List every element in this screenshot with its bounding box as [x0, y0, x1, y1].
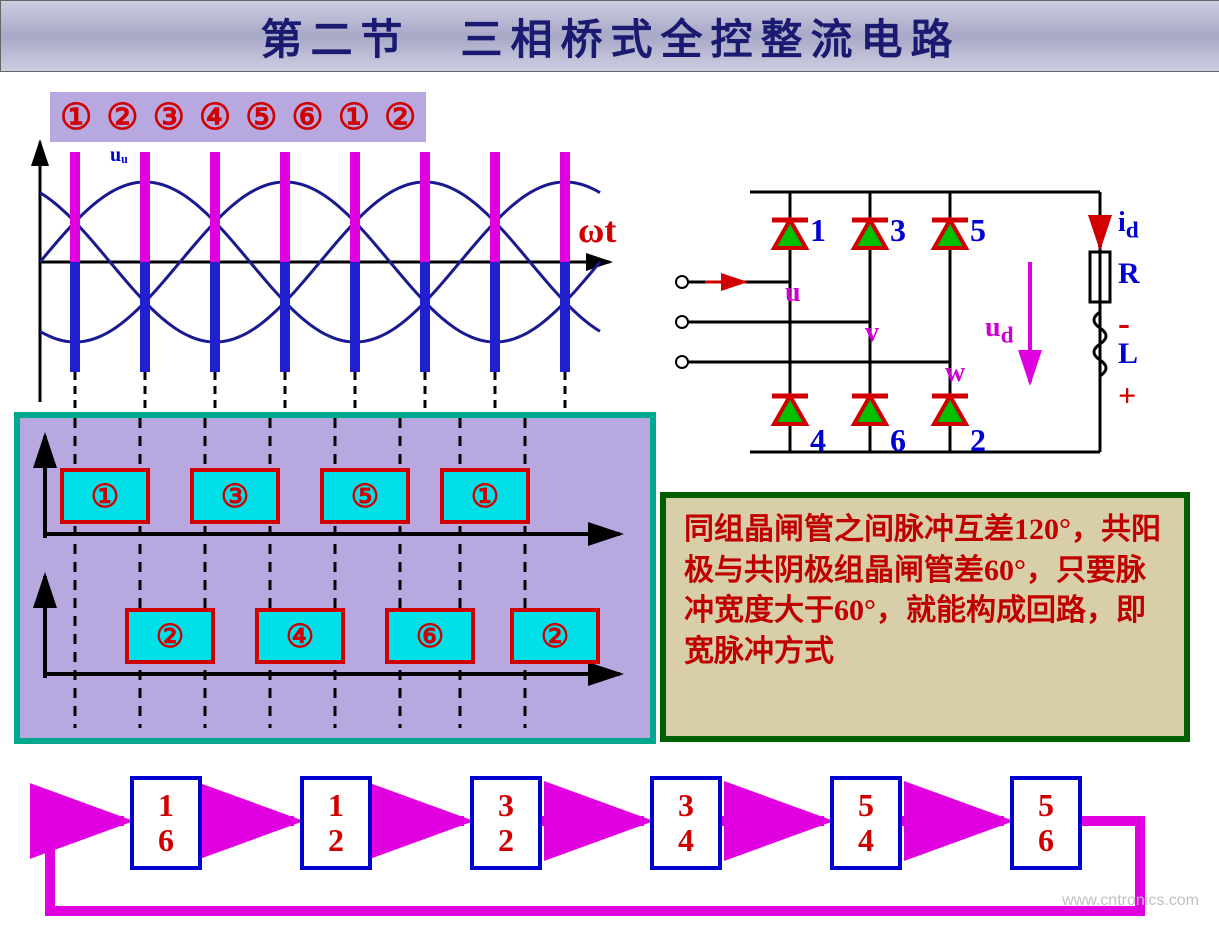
- circled-num-1: ②: [106, 96, 138, 138]
- waveform-panel: ①②③④⑤⑥①② ωt uᵤ: [20, 92, 640, 422]
- pulse-box-bot-1: ④: [255, 608, 345, 664]
- content-area: ①②③④⑤⑥①② ωt uᵤ: [0, 72, 1219, 916]
- circuit-svg: [670, 152, 1190, 492]
- sequence-box-3: 34: [650, 776, 722, 870]
- circled-num-3: ④: [199, 96, 231, 138]
- phase-terminal: [676, 316, 688, 328]
- thyristor-icon: [932, 396, 968, 424]
- title-bar: 第二节 三相桥式全控整流电路: [0, 0, 1219, 72]
- output-current-label: id: [1118, 207, 1139, 245]
- sequence-box-1: 12: [300, 776, 372, 870]
- explanation-panel: 同组晶闸管之间脉冲互差120°，共阳极与共阴极组晶闸管差60°，只要脉冲宽度大于…: [660, 492, 1190, 742]
- circled-num-4: ⑤: [245, 96, 277, 138]
- phase-label-uu: uᵤ: [110, 144, 128, 167]
- circled-num-7: ②: [384, 96, 416, 138]
- slide-page: 第二节 三相桥式全控整流电路 ①②③④⑤⑥①② ωt uᵤ: [0, 0, 1219, 914]
- thyristor-label-top-1: 3: [890, 212, 906, 249]
- thyristor-label-bot-1: 6: [890, 422, 906, 459]
- thyristor-label-bot-0: 4: [810, 422, 826, 459]
- thyristor-label-bot-2: 2: [970, 422, 986, 459]
- pulse-box-top-2: ⑤: [320, 468, 410, 524]
- sequence-box-2: 32: [470, 776, 542, 870]
- load-R-label: R: [1118, 257, 1140, 291]
- thyristor-icon: [852, 220, 888, 248]
- circled-num-5: ⑥: [291, 96, 323, 138]
- pulse-box-bot-0: ②: [125, 608, 215, 664]
- sequence-box-4: 54: [830, 776, 902, 870]
- pulse-box-bot-3: ②: [510, 608, 600, 664]
- sequence-box-0: 16: [130, 776, 202, 870]
- pulse-box-top-1: ③: [190, 468, 280, 524]
- circled-num-0: ①: [60, 96, 92, 138]
- sequence-feedback-loop: [50, 821, 1140, 911]
- page-title: 第二节 三相桥式全控整流电路: [260, 6, 960, 67]
- phase-terminal: [676, 276, 688, 288]
- phase-label-w: w: [945, 357, 965, 389]
- thyristor-label-top-0: 1: [810, 212, 826, 249]
- load-L-label: L: [1118, 337, 1138, 371]
- output-voltage-label: ud: [985, 312, 1014, 350]
- thyristor-icon: [772, 396, 808, 424]
- pulse-axes-svg: [20, 418, 650, 738]
- sequence-row: 16 12 32 34 54 56: [30, 766, 1190, 936]
- pulse-box-top-0: ①: [60, 468, 150, 524]
- polarity-plus: +: [1118, 377, 1136, 414]
- explanation-text: 同组晶闸管之间脉冲互差120°，共阳极与共阴极组晶闸管差60°，只要脉冲宽度大于…: [684, 513, 1161, 668]
- thyristor-icon: [852, 396, 888, 424]
- circled-num-2: ③: [153, 96, 185, 138]
- circled-sequence-row: ①②③④⑤⑥①②: [50, 92, 426, 142]
- phase-label-v: v: [865, 317, 879, 349]
- thyristor-label-top-2: 5: [970, 212, 986, 249]
- circuit-diagram: 135462uvwudidR-L+: [670, 152, 1190, 492]
- sequence-box-5: 56: [1010, 776, 1082, 870]
- pulse-box-top-3: ①: [440, 468, 530, 524]
- phase-terminal: [676, 356, 688, 368]
- watermark: www.cntronics.com: [1062, 892, 1199, 910]
- phase-label-u: u: [785, 277, 801, 309]
- pulse-panel: ①③⑤①②④⑥②: [14, 412, 656, 744]
- circled-num-6: ①: [338, 96, 370, 138]
- axis-label-omega-t: ωt: [578, 210, 616, 250]
- thyristor-icon: [932, 220, 968, 248]
- thyristor-icon: [772, 220, 808, 248]
- pulse-box-bot-2: ⑥: [385, 608, 475, 664]
